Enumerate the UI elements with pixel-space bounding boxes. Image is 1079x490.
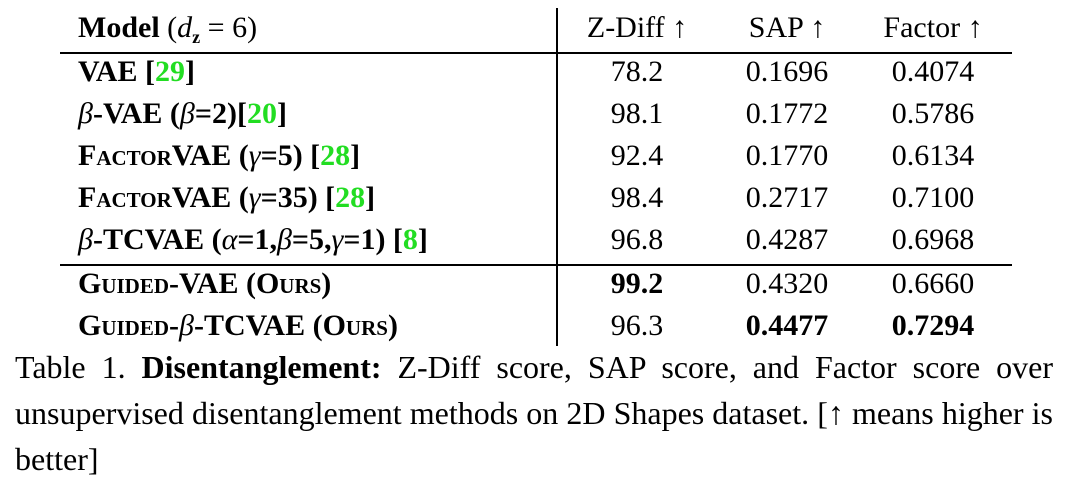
model-name: FactorVAE (γ=5) [28]	[78, 138, 360, 174]
header-model: Model (dz = 6)	[78, 10, 257, 55]
text-segment: ]	[350, 139, 361, 172]
text-segment: FactorVAE	[78, 139, 232, 172]
text-segment: z	[192, 27, 201, 47]
text-segment: d	[177, 11, 193, 44]
score: 98.4	[610, 181, 664, 214]
score: 0.1770	[745, 139, 829, 172]
column-header: Z-Diff ↑	[586, 11, 688, 44]
text-segment: 28	[335, 181, 366, 214]
score: 0.5786	[891, 97, 975, 130]
text-segment: Model	[78, 11, 160, 44]
text-segment: β	[78, 223, 93, 256]
model-name: VAE [29]	[78, 54, 195, 90]
text-segment: β	[179, 97, 195, 130]
score: 0.1772	[745, 97, 829, 130]
text-segment: γ	[248, 181, 261, 214]
text-segment: = 6)	[200, 11, 258, 44]
text-segment: β	[78, 97, 93, 130]
model-name: β-VAE (β=2)[20]	[78, 96, 287, 132]
text-segment: γ	[331, 223, 344, 256]
column-header: SAP ↑	[748, 11, 826, 44]
score: 0.6968	[891, 223, 975, 256]
text-segment: Table 1.	[15, 349, 142, 385]
mid-rule	[60, 264, 1012, 266]
top-rule	[60, 52, 1012, 54]
model-name: Guided-β-TCVAE (Ours)	[78, 308, 398, 344]
text-segment: =5) [	[260, 139, 321, 172]
column-header: Factor ↑	[883, 11, 983, 44]
text-segment: =2)[	[194, 97, 247, 130]
text-segment: Guided-VAE (Ours)	[78, 267, 332, 300]
text-segment: =5,	[291, 223, 332, 256]
text-segment: VAE [	[78, 55, 155, 88]
score: 98.1	[610, 97, 664, 130]
score: 0.4477	[745, 309, 829, 342]
score: 96.3	[610, 309, 664, 342]
score: 0.4074	[891, 55, 975, 88]
score: 0.4287	[745, 223, 829, 256]
text-segment: Guided-	[78, 309, 180, 342]
text-segment: FactorVAE	[78, 181, 232, 214]
model-name: Guided-VAE (Ours)	[78, 266, 331, 302]
caption: Table 1. Disentanglement: Z-Diff score, …	[15, 344, 1053, 482]
column-rule	[556, 8, 558, 346]
model-name: FactorVAE (γ=35) [28]	[78, 180, 375, 216]
score: 0.4320	[745, 267, 829, 300]
text-segment: -TCVAE (Ours)	[193, 309, 398, 342]
text-segment: Disentanglement:	[141, 349, 382, 385]
text-segment: =35) [	[260, 181, 336, 214]
text-segment: β	[179, 309, 194, 342]
score: 99.2	[610, 267, 664, 300]
text-segment: =1,	[237, 223, 277, 256]
score: 0.1696	[745, 55, 829, 88]
text-segment: -TCVAE (	[92, 223, 222, 256]
text-segment: α	[221, 223, 238, 256]
score: 0.6134	[891, 139, 975, 172]
text-segment: =1) [	[343, 223, 403, 256]
text-segment: γ	[248, 139, 261, 172]
text-segment: 29	[154, 55, 185, 88]
text-segment: (	[159, 11, 178, 44]
score: 0.7294	[891, 309, 975, 342]
score: 78.2	[610, 55, 664, 88]
text-segment: 28	[320, 139, 351, 172]
text-segment: -VAE (	[92, 97, 180, 130]
model-name: β-TCVAE (α=1,β=5,γ=1) [8]	[78, 222, 428, 258]
text-segment: (	[231, 139, 249, 172]
score: 92.4	[610, 139, 664, 172]
text-segment: ]	[184, 55, 195, 88]
text-segment: ]	[276, 97, 287, 130]
text-segment: ]	[365, 181, 376, 214]
text-segment: Z-Diff score, SAP score, and Factor scor…	[15, 349, 1053, 477]
score: 96.8	[610, 223, 664, 256]
text-segment: (	[231, 181, 249, 214]
text-segment: ]	[417, 223, 428, 256]
score: 0.6660	[891, 267, 975, 300]
score: 0.7100	[891, 181, 975, 214]
text-segment: 20	[246, 97, 277, 130]
score: 0.2717	[745, 181, 829, 214]
text-segment: β	[276, 223, 292, 256]
text-segment: 8	[402, 223, 418, 256]
